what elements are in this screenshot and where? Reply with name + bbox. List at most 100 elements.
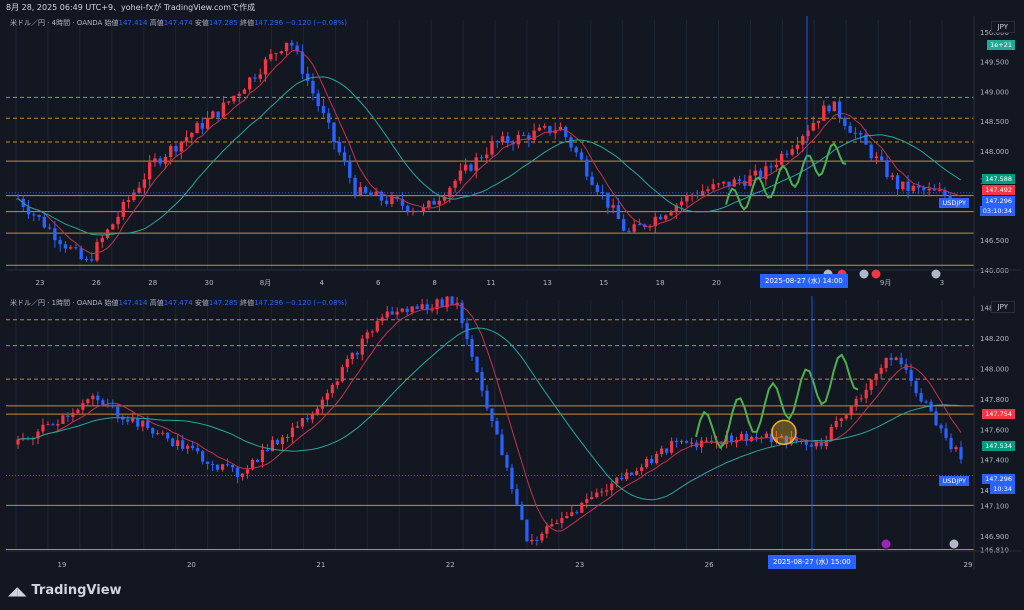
candle-body: [616, 205, 621, 220]
candle-body: [943, 190, 947, 196]
price-badge-upper: 147.588: [982, 174, 1015, 184]
candle-body: [932, 188, 937, 191]
candle-body: [709, 440, 714, 443]
candle-body: [670, 441, 674, 453]
candle-body: [250, 459, 255, 470]
candle-body: [74, 247, 78, 249]
candle-body: [685, 195, 689, 202]
candle-body: [949, 437, 953, 450]
time-tick-label: 9月: [880, 279, 891, 287]
chart-pane-4h[interactable]: 150.000149.500149.000148.500148.000147.5…: [6, 16, 1021, 288]
time-tick-label: 29: [964, 561, 973, 569]
candle-body: [153, 158, 157, 163]
crosshair-date-label: 2025-08-27 (水) 14:00: [760, 274, 848, 288]
time-tick-label: 20: [712, 279, 721, 287]
candle-body: [253, 77, 257, 79]
candle-body: [280, 437, 285, 445]
candle-body: [220, 464, 225, 470]
candle-body: [406, 205, 410, 212]
candle-body: [874, 373, 878, 380]
economic-event-icon: [948, 538, 960, 550]
candle-body: [84, 259, 89, 261]
candle-body: [679, 201, 684, 206]
candle-body: [400, 199, 405, 206]
snapshot-caption: 8月 28, 2025 06:49 UTC+9、yohei-fxが Tradin…: [6, 3, 256, 12]
change-value: −0.120 (−0.08%): [285, 299, 347, 307]
candle-body: [201, 451, 205, 462]
candle-body: [342, 152, 347, 162]
candle-body: [880, 156, 884, 161]
candle-body: [814, 441, 818, 447]
economic-event-icon: [930, 268, 942, 280]
candle-body: [196, 448, 200, 452]
candle-body: [465, 323, 469, 340]
time-tick-label: 3: [940, 279, 944, 287]
candle-body: [929, 401, 933, 412]
projection-wave: [695, 353, 859, 450]
candle-body: [732, 179, 736, 187]
candle-body: [727, 181, 731, 187]
currency-button[interactable]: JPY: [990, 21, 1015, 33]
candle-body: [460, 302, 464, 324]
candle-body: [790, 149, 794, 155]
candle-body: [669, 212, 673, 216]
candle-body: [320, 399, 324, 409]
currency-button[interactable]: JPY: [990, 301, 1015, 313]
candle-body: [625, 472, 629, 480]
symbol-label: 米ドル／円 · 1時間 · OANDA: [10, 299, 103, 307]
chart-pane-1h[interactable]: 148.400148.200148.000147.800147.600147.4…: [6, 296, 1021, 570]
candle-body: [137, 187, 141, 193]
price-tick-label: 148.500: [980, 118, 1009, 126]
candle-body: [181, 440, 185, 449]
chart-canvas-4h[interactable]: 150.000149.500149.000148.500148.000147.5…: [6, 16, 1021, 288]
candle-body: [365, 332, 369, 339]
candle-body: [16, 439, 20, 445]
candle-body: [348, 161, 352, 178]
candle-body: [242, 89, 247, 94]
candle-body: [611, 205, 615, 208]
candle-body: [864, 389, 868, 399]
candle-body: [520, 504, 524, 520]
candle-body: [858, 133, 863, 135]
candle-body: [480, 371, 484, 391]
open-value: 147.414: [118, 299, 148, 307]
candle-body: [664, 215, 668, 220]
candle-body: [500, 136, 505, 143]
candle-body: [375, 320, 379, 332]
time-tick-label: 15: [599, 279, 608, 287]
candle-body: [442, 197, 447, 201]
candle-body: [131, 418, 135, 422]
candle-body: [569, 137, 573, 148]
candle-body: [458, 170, 463, 181]
candle-body: [555, 522, 559, 525]
close-value: 147.296: [254, 299, 284, 307]
candle-body: [310, 414, 314, 420]
candle-body: [206, 461, 210, 465]
time-tick-label: 20: [187, 561, 196, 569]
candle-body: [350, 352, 354, 360]
candle-body: [53, 228, 57, 241]
candle-body: [521, 134, 526, 136]
candle-body: [46, 424, 50, 426]
candle-body: [605, 490, 609, 492]
chart-canvas-1h[interactable]: 148.400148.200148.000147.800147.600147.4…: [6, 296, 1021, 570]
time-tick-label: 23: [36, 279, 45, 287]
candle-body: [479, 157, 484, 159]
candle-body: [640, 467, 644, 472]
candle-body: [61, 415, 65, 425]
bar-timer-badge: 10:34: [990, 484, 1015, 494]
price-badge-red: 147.754: [982, 409, 1015, 419]
candle-body: [470, 339, 474, 357]
candle-body: [839, 418, 843, 421]
candle-body: [156, 433, 160, 435]
price-tick-label: 149.000: [980, 88, 1009, 96]
candle-body: [300, 418, 304, 427]
candle-body: [829, 426, 833, 441]
price-tick-label: 148.200: [980, 335, 1009, 343]
candle-body: [590, 497, 594, 500]
candle-body: [474, 157, 478, 171]
candle-body: [116, 406, 120, 417]
candle-body: [321, 106, 326, 114]
candle-body: [889, 357, 893, 361]
candle-body: [111, 224, 115, 230]
